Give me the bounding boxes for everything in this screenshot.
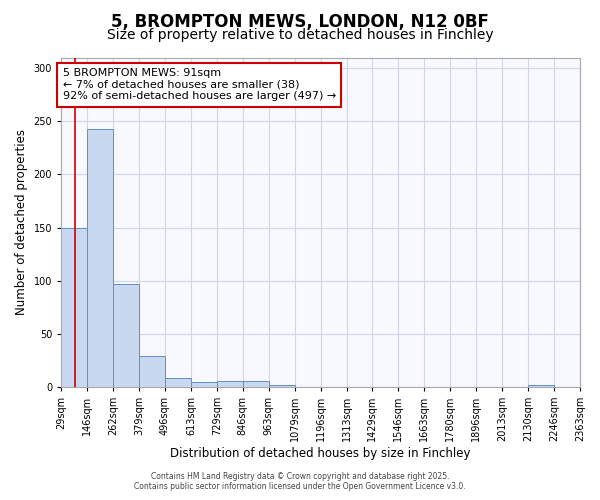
- Bar: [61, 228, 87, 387]
- Bar: [243, 380, 269, 387]
- Text: Contains HM Land Registry data © Crown copyright and database right 2025.
Contai: Contains HM Land Registry data © Crown c…: [134, 472, 466, 491]
- Text: Size of property relative to detached houses in Finchley: Size of property relative to detached ho…: [107, 28, 493, 42]
- Y-axis label: Number of detached properties: Number of detached properties: [15, 129, 28, 315]
- Bar: [139, 356, 165, 387]
- Text: 5 BROMPTON MEWS: 91sqm
← 7% of detached houses are smaller (38)
92% of semi-deta: 5 BROMPTON MEWS: 91sqm ← 7% of detached …: [62, 68, 336, 102]
- X-axis label: Distribution of detached houses by size in Finchley: Distribution of detached houses by size …: [170, 447, 471, 460]
- Bar: [165, 378, 191, 387]
- Bar: [217, 380, 243, 387]
- Bar: [269, 385, 295, 387]
- Bar: [528, 385, 554, 387]
- Bar: [87, 128, 113, 387]
- Bar: [191, 382, 217, 387]
- Text: 5, BROMPTON MEWS, LONDON, N12 0BF: 5, BROMPTON MEWS, LONDON, N12 0BF: [111, 12, 489, 30]
- Bar: [113, 284, 139, 387]
